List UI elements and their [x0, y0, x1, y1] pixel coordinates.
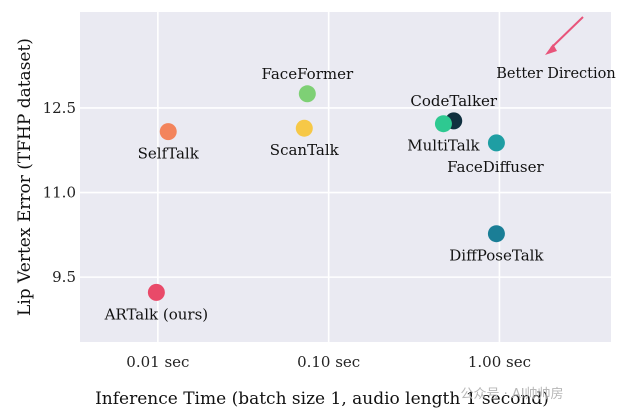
data-points [147, 85, 505, 301]
x-tick-label-1: 0.10 sec [297, 353, 360, 371]
point-label-codetalker: CodeTalker [410, 92, 498, 110]
point-label-selftalk: SelfTalk [138, 145, 200, 163]
point-label-diffposetalk: DiffPoseTalk [449, 247, 544, 265]
point-label-multitalk: MultiTalk [407, 137, 480, 155]
point-artalk-ours [147, 283, 165, 301]
y-tick-label-0: 9.5 [52, 268, 76, 286]
grid-lines [80, 12, 611, 342]
x-tick-labels: 0.01 sec 0.10 sec 1.00 sec [126, 353, 531, 371]
point-labels: FaceFormer ScanTalk SelfTalk CodeTalker Mult… [104, 65, 545, 324]
y-tick-labels: 9.5 11.0 12.5 [43, 99, 76, 286]
point-scantalk [295, 119, 313, 137]
point-faceformer [298, 85, 316, 103]
point-selftalk [159, 123, 177, 141]
y-tick-label-1: 11.0 [43, 184, 76, 202]
y-tick-label-2: 12.5 [43, 99, 76, 117]
better-direction-label: Better Direction [496, 66, 615, 82]
point-diffposetalk [487, 225, 505, 243]
x-tick-label-2: 1.00 sec [468, 353, 531, 371]
better-direction-arrow [545, 16, 584, 55]
point-multitalk [434, 115, 452, 133]
y-axis-label: Lip Vertex Error (TFHP dataset) [15, 38, 35, 316]
point-label-scantalk: ScanTalk [270, 141, 340, 159]
plot-area [80, 12, 611, 342]
x-tick-label-0: 0.01 sec [126, 353, 189, 371]
point-label-faceformer: FaceFormer [261, 65, 353, 83]
point-label-artalk-ours: ARTalk (ours) [104, 305, 209, 323]
point-facediffuser [487, 134, 505, 152]
point-label-facediffuser: FaceDiffuser [447, 158, 544, 176]
watermark-text: 公众号 · AI帅帅房 [460, 386, 563, 402]
x-axis-label: Inference Time (batch size 1, audio leng… [95, 389, 549, 409]
